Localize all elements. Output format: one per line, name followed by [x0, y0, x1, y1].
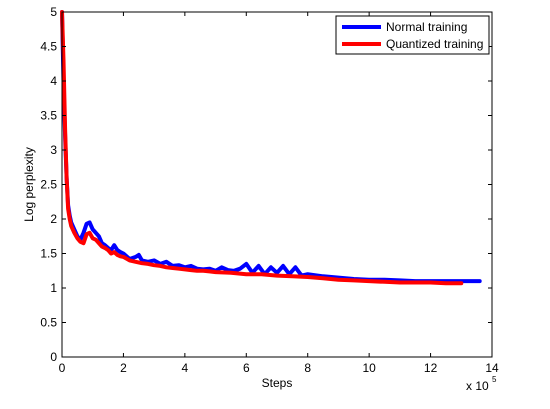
- x-tick-label: 2: [120, 361, 127, 375]
- y-tick-label: 2: [50, 212, 57, 226]
- x-axis-multiplier: x 10 5: [466, 375, 497, 393]
- legend-box: [335, 15, 490, 55]
- y-tick-label: 4.5: [40, 40, 57, 54]
- x-tick-label: 6: [243, 361, 250, 375]
- x-tick-label: 8: [304, 361, 311, 375]
- legend-label-normal-training: Normal training: [386, 20, 467, 34]
- series-line-normal-training: [60, 10, 482, 284]
- y-tick-label: 5: [50, 5, 57, 19]
- y-axis-label: Log perplexity: [22, 147, 36, 222]
- y-tick-label: 1: [50, 281, 57, 295]
- y-tick-label: 1.5: [40, 247, 57, 261]
- y-tick-label: 0.5: [40, 316, 57, 330]
- x-tick-label: 14: [485, 361, 499, 375]
- y-tick-label: 3.5: [40, 109, 57, 123]
- x-multiplier-base: x 10: [466, 379, 489, 393]
- y-tick-label: 4: [50, 74, 57, 88]
- series-layer: [60, 10, 482, 286]
- x-axis-label: Steps: [262, 376, 293, 390]
- x-tick-label: 12: [424, 361, 438, 375]
- legend: Normal training Quantized training: [335, 15, 490, 55]
- y-tick-label: 2.5: [40, 178, 57, 192]
- axis-ticks: 0 2 4 6 8 10 12 14 0 0.5 1 1.5 2 2.5 3 3.5 4 4.5 5: [40, 5, 499, 375]
- x-tick-label: 10: [362, 361, 376, 375]
- x-tick-label: 0: [59, 361, 66, 375]
- x-multiplier-exponent: 5: [492, 375, 497, 384]
- plot-area: [61, 11, 493, 358]
- y-tick-label: 3: [50, 143, 57, 157]
- series-line-quantized-training: [60, 10, 464, 286]
- x-tick-label: 4: [182, 361, 189, 375]
- y-tick-label: 0: [50, 350, 57, 364]
- legend-label-quantized-training: Quantized training: [386, 37, 483, 51]
